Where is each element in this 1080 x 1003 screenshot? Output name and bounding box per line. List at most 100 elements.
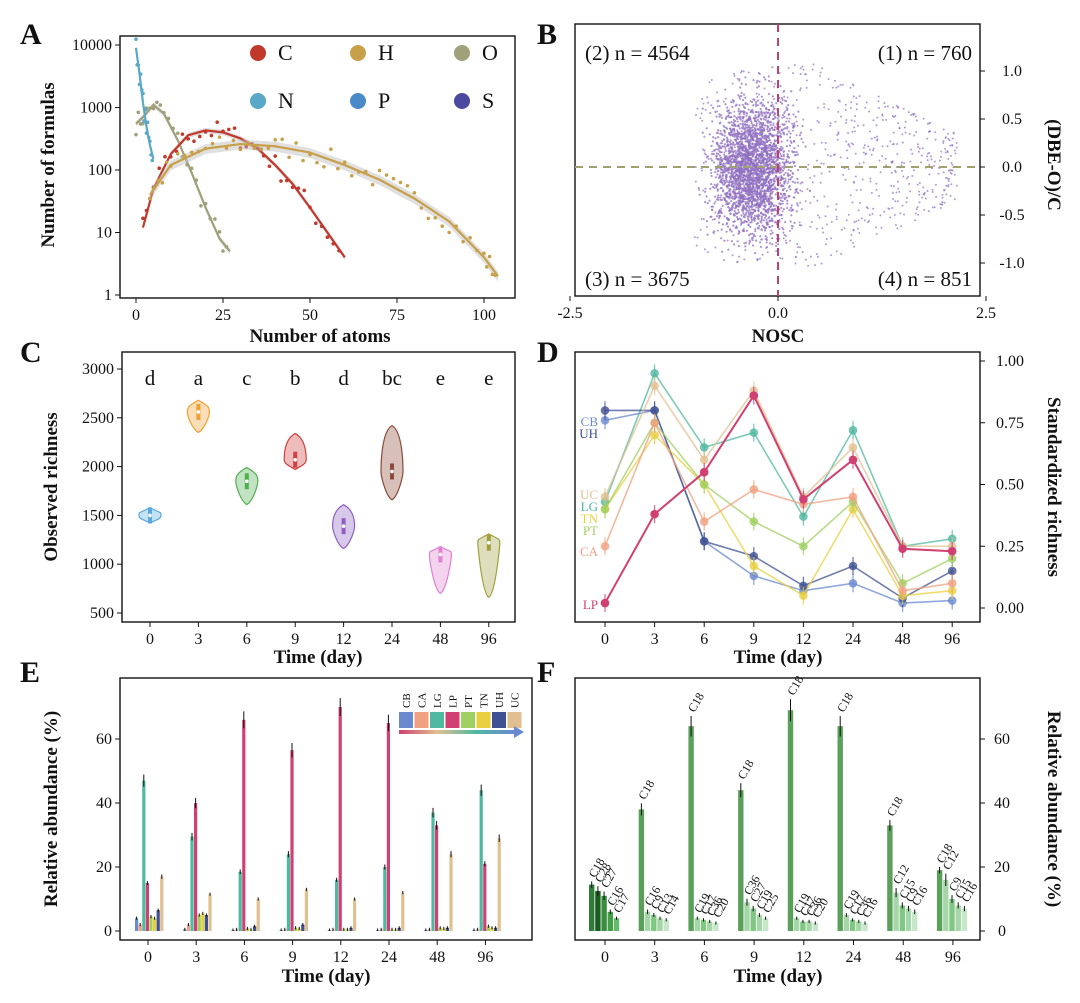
scatter-point (831, 86, 834, 89)
scatter-point (724, 147, 727, 150)
scatter-point (845, 140, 848, 143)
scatter-point (723, 131, 727, 134)
scatter-point (730, 196, 734, 199)
scatter-point (795, 153, 798, 157)
scatter-point (736, 145, 739, 148)
series-C-point (198, 134, 202, 139)
scatter-point (836, 133, 839, 136)
scatter-point (746, 118, 750, 122)
scatter-point (729, 111, 732, 114)
scatter-point (722, 173, 725, 177)
scatter-point (732, 179, 735, 182)
scatter-point (710, 171, 713, 175)
scatter-point (724, 155, 727, 158)
legend-PT-label: PT (463, 695, 475, 708)
scatter-point (893, 214, 896, 217)
scatter-point (770, 134, 774, 138)
panel-b-ytick-label: 0.5 (1002, 111, 1022, 128)
scatter-point (760, 150, 763, 153)
series-UC-point (600, 492, 610, 502)
panel-c-xtick-label: 0 (146, 631, 154, 648)
scatter-point (710, 79, 713, 82)
series-LG-point (699, 443, 709, 452)
scatter-point (762, 219, 765, 222)
scatter-point (849, 239, 852, 242)
scatter-point (720, 211, 723, 215)
scatter-point (820, 262, 823, 265)
scatter-point (730, 101, 733, 104)
scatter-point (817, 214, 820, 217)
scatter-point (756, 96, 759, 99)
scatter-point (852, 228, 855, 231)
scatter-point (778, 213, 781, 217)
panel-f-ytick-label: 20 (994, 859, 1010, 876)
scatter-point (739, 110, 742, 113)
bar-day-96-C16 (961, 908, 968, 931)
panel-a-ytick-label: 10000 (72, 37, 112, 54)
bar-UC-day-0 (160, 876, 164, 931)
scatter-point (768, 242, 772, 245)
scatter-point (725, 192, 728, 195)
scatter-point (730, 124, 734, 127)
legend-C-label: C (278, 40, 293, 65)
series-O-point (134, 132, 138, 137)
scatter-point (726, 168, 730, 171)
bar-day-24-C19 (843, 915, 850, 931)
legend-arrow-head (514, 726, 524, 738)
scatter-point (747, 153, 750, 156)
scatter-point (752, 98, 755, 101)
scatter-point (862, 146, 865, 149)
series-H-point (322, 165, 326, 169)
scatter-point (719, 142, 722, 145)
scatter-point (754, 133, 757, 136)
scatter-point (732, 243, 736, 246)
scatter-point (745, 123, 748, 126)
scatter-point (756, 258, 759, 261)
scatter-point (740, 218, 743, 221)
panel-f: F C18C28C27C16C17C18C16C9C13C14C18C19C17… (537, 656, 1064, 987)
scatter-point (762, 213, 765, 216)
scatter-point (746, 215, 749, 218)
scatter-point (730, 181, 733, 184)
scatter-point (735, 139, 738, 142)
scatter-point (766, 121, 769, 124)
scatter-point (774, 193, 777, 196)
scatter-point (700, 112, 703, 115)
panel-f-xtick-label: 9 (750, 949, 758, 966)
scatter-point (847, 143, 850, 146)
scatter-point (736, 170, 740, 173)
scatter-point (741, 122, 745, 125)
scatter-point (737, 211, 741, 214)
scatter-point (950, 183, 953, 186)
scatter-point (733, 123, 736, 127)
scatter-point (711, 106, 715, 109)
scatter-point (716, 173, 719, 176)
scatter-point (890, 171, 893, 174)
scatter-point (719, 163, 722, 166)
scatter-point (740, 157, 743, 160)
scatter-point (732, 202, 735, 206)
scatter-point (715, 157, 718, 160)
scatter-point (761, 136, 764, 139)
scatter-point (762, 163, 766, 166)
scatter-point (736, 212, 739, 215)
scatter-point (702, 217, 705, 220)
series-PT-point (600, 504, 610, 514)
scatter-point (742, 143, 745, 146)
scatter-point (752, 104, 755, 107)
scatter-point (783, 95, 786, 98)
scatter-point (855, 220, 858, 223)
series-H-point (238, 147, 243, 152)
scatter-point (714, 246, 717, 249)
scatter-point (739, 202, 742, 205)
scatter-point (730, 230, 733, 233)
scatter-point (785, 127, 789, 130)
scatter-point (751, 232, 754, 235)
scatter-point (751, 236, 755, 239)
series-UH-point (799, 581, 808, 591)
scatter-point (745, 112, 748, 115)
scatter-point (794, 115, 797, 118)
series-C-point (302, 188, 307, 193)
scatter-point (710, 153, 714, 156)
panel-f-label: F (537, 656, 555, 689)
